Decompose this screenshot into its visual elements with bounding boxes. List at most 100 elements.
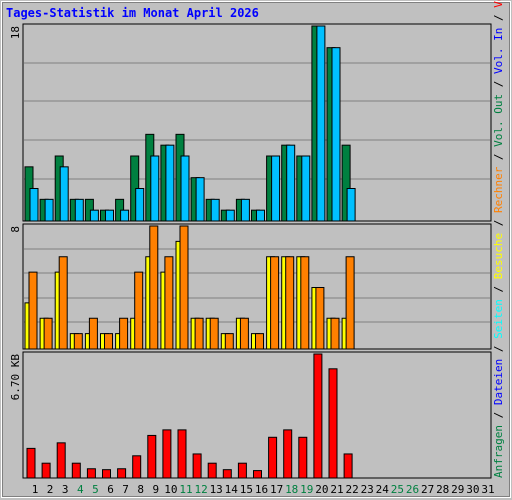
right-legend-segment: Volumen bbox=[492, 0, 505, 8]
x-tick-label: 24 bbox=[376, 483, 390, 496]
x-tick-label: 20 bbox=[315, 483, 328, 496]
bar-volumen-day-17 bbox=[268, 436, 278, 479]
right-legend-segment: Dateien bbox=[492, 359, 505, 405]
right-legend-segment: / bbox=[492, 74, 505, 94]
bar-dateien-day-8 bbox=[135, 188, 145, 222]
bar-rechner-day-3 bbox=[58, 256, 68, 350]
bar-dateien-day-14 bbox=[225, 209, 235, 222]
right-legend-segment: Rechner bbox=[492, 166, 505, 213]
x-tick-label: 18 bbox=[285, 483, 298, 496]
bar-dateien-day-13 bbox=[210, 198, 220, 222]
bar-volumen-day-21 bbox=[328, 368, 338, 479]
x-tick-label: 19 bbox=[300, 483, 313, 496]
x-tick-label: 29 bbox=[451, 483, 464, 496]
bar-volumen-day-8 bbox=[132, 455, 142, 479]
panel-frame bbox=[22, 23, 492, 222]
bar-rechner-day-2 bbox=[43, 317, 53, 350]
bar-volumen-day-15 bbox=[237, 462, 247, 479]
x-tick-label: 8 bbox=[137, 483, 144, 496]
bar-dateien-day-10 bbox=[165, 144, 175, 222]
x-tick-label: 11 bbox=[179, 483, 192, 496]
right-legend-segment: Vol. Out bbox=[492, 94, 505, 147]
bar-dateien-day-1 bbox=[29, 188, 39, 222]
x-tick-label: 30 bbox=[466, 483, 479, 496]
bar-volumen-day-2 bbox=[41, 462, 51, 479]
right-legend-segment: Anfragen bbox=[492, 425, 505, 478]
bar-rechner-day-14 bbox=[224, 333, 234, 350]
bar-dateien-day-3 bbox=[59, 166, 69, 222]
bar-rechner-day-13 bbox=[209, 317, 219, 350]
x-tick-label: 15 bbox=[240, 483, 253, 496]
y-max-label: 6.70 KB bbox=[9, 354, 22, 401]
bar-dateien-day-15 bbox=[240, 198, 250, 222]
x-tick-label: 23 bbox=[361, 483, 374, 496]
bar-rechner-day-16 bbox=[255, 333, 264, 350]
y-max-label: 18 bbox=[9, 26, 22, 39]
bar-volumen-day-13 bbox=[207, 462, 217, 479]
bar-volumen-day-9 bbox=[147, 434, 157, 479]
panel-frame bbox=[22, 351, 492, 479]
bar-dateien-day-12 bbox=[195, 177, 205, 222]
right-legend-segment: / bbox=[492, 213, 505, 233]
bar-volumen-day-4 bbox=[71, 462, 81, 479]
bar-dateien-day-18 bbox=[286, 144, 296, 222]
x-tick-label: 12 bbox=[194, 483, 207, 496]
right-legend-segment: Vol. In bbox=[492, 28, 505, 74]
right-legend: Anfragen / Dateien / Seiten / Besuche / … bbox=[492, 0, 505, 478]
bar-volumen-day-3 bbox=[56, 442, 66, 479]
bar-volumen-day-22 bbox=[343, 453, 353, 479]
bar-volumen-day-7 bbox=[117, 468, 127, 479]
bar-rechner-day-19 bbox=[300, 256, 310, 350]
bar-rechner-day-18 bbox=[285, 256, 295, 350]
bar-volumen-day-5 bbox=[86, 468, 96, 479]
bar-volumen-day-18 bbox=[283, 429, 293, 479]
x-tick-label: 2 bbox=[47, 483, 54, 496]
x-tick-label: 21 bbox=[330, 483, 343, 496]
x-tick-label: 27 bbox=[421, 483, 434, 496]
x-tick-label: 9 bbox=[152, 483, 159, 496]
x-tick-label: 1 bbox=[32, 483, 39, 496]
bar-volumen-day-19 bbox=[298, 436, 308, 479]
bar-rechner-day-6 bbox=[104, 333, 113, 350]
right-legend-segment: / bbox=[492, 405, 505, 425]
bar-volumen-day-20 bbox=[313, 353, 323, 479]
x-tick-label: 31 bbox=[481, 483, 494, 496]
bar-dateien-day-17 bbox=[271, 155, 281, 222]
bar-dateien-day-2 bbox=[44, 198, 54, 222]
bar-dateien-day-6 bbox=[105, 209, 114, 222]
bar-volumen-day-11 bbox=[177, 429, 187, 479]
x-tick-label: 25 bbox=[391, 483, 404, 496]
x-tick-label: 4 bbox=[77, 483, 84, 496]
bar-volumen-day-10 bbox=[162, 429, 172, 479]
bar-volumen-day-1 bbox=[26, 447, 36, 479]
right-legend-segment: / bbox=[492, 339, 505, 359]
bar-rechner-day-9 bbox=[149, 225, 159, 350]
bar-volumen-day-6 bbox=[102, 469, 111, 479]
right-legend-segment: / bbox=[492, 8, 505, 28]
bar-dateien-day-9 bbox=[150, 155, 160, 222]
right-legend-segment: / bbox=[492, 279, 505, 299]
bar-dateien-day-11 bbox=[180, 155, 190, 222]
bar-dateien-day-19 bbox=[301, 155, 311, 222]
bar-rechner-day-15 bbox=[239, 317, 249, 350]
x-tick-label: 13 bbox=[210, 483, 223, 496]
x-tick-label: 22 bbox=[345, 483, 358, 496]
bar-anfragen-day-22 bbox=[341, 144, 351, 222]
bar-rechner-day-4 bbox=[73, 333, 83, 350]
bar-rechner-day-17 bbox=[270, 256, 280, 350]
chart-title: Tages-Statistik im Monat April 2026 bbox=[6, 6, 259, 20]
bar-rechner-day-11 bbox=[179, 225, 189, 350]
x-tick-label: 26 bbox=[406, 483, 419, 496]
bar-rechner-day-20 bbox=[315, 287, 325, 350]
bar-dateien-day-16 bbox=[256, 209, 265, 222]
bar-dateien-day-5 bbox=[89, 209, 99, 222]
right-legend-segment: Seiten bbox=[492, 299, 505, 339]
right-legend-segment: Besuche bbox=[492, 233, 505, 279]
bar-rechner-day-22 bbox=[345, 256, 355, 350]
x-tick-label: 14 bbox=[225, 483, 239, 496]
bar-rechner-day-8 bbox=[134, 271, 144, 350]
bar-dateien-day-21 bbox=[331, 47, 341, 222]
bar-volumen-day-12 bbox=[192, 453, 202, 479]
